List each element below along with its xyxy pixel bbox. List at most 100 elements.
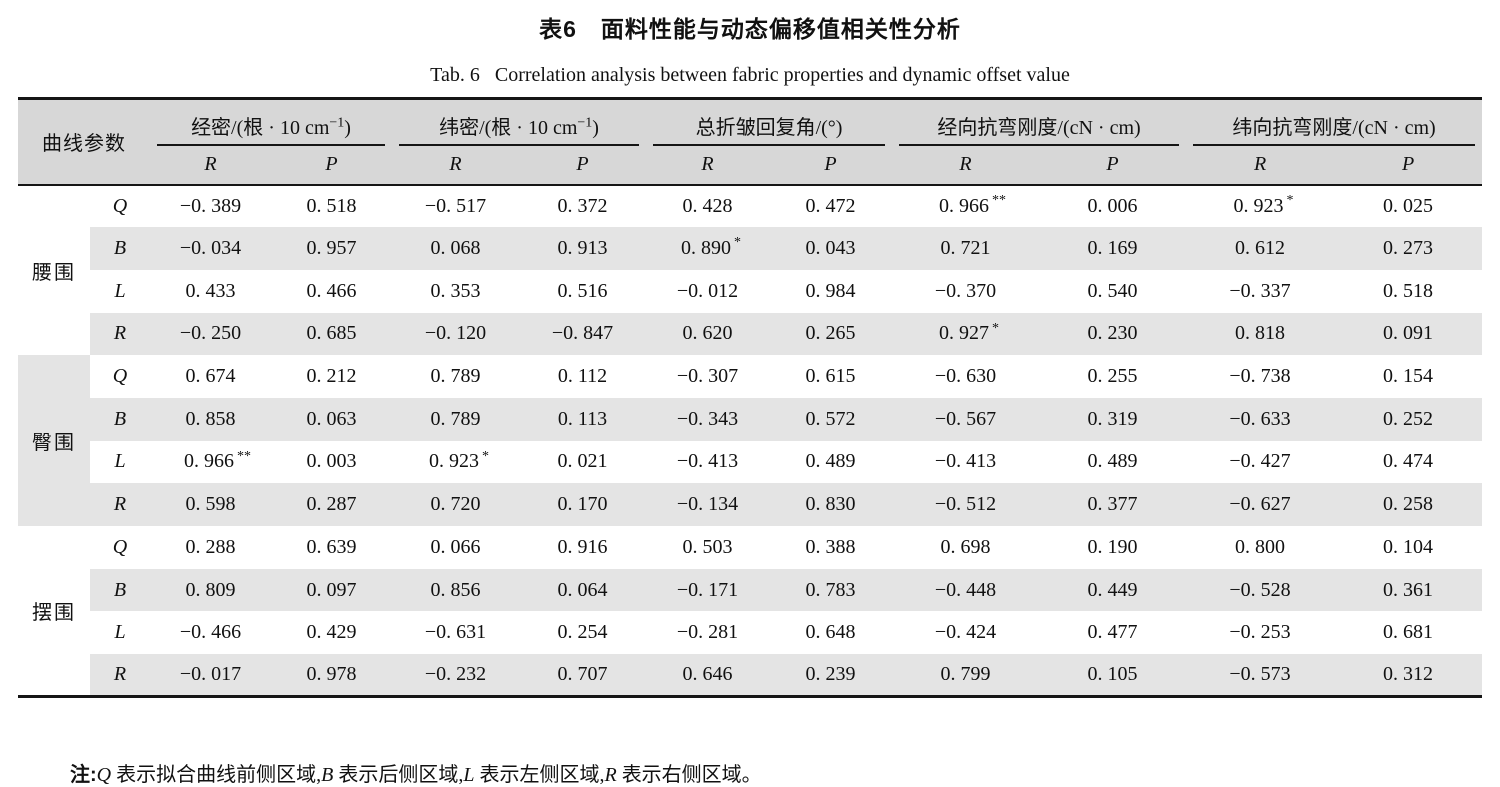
value-cell: 0. 913 xyxy=(519,227,647,270)
column-group-label: 纬向抗弯刚度/(cN · cm) xyxy=(1193,103,1476,146)
row-param-label: L xyxy=(90,269,150,313)
value-cell: 0. 789 xyxy=(392,397,520,441)
value-cell: 0. 063 xyxy=(271,397,393,441)
column-subheader-r: R xyxy=(1186,145,1335,186)
value-cell: 0. 830 xyxy=(769,483,893,526)
value-cell: 0. 066 xyxy=(392,526,520,569)
value-cell: 0. 518 xyxy=(1334,269,1483,313)
value-cell: 0. 927 * xyxy=(892,312,1040,356)
value-cell: −0. 232 xyxy=(392,654,520,697)
table-row: B −0. 034 0. 957 0. 068 0. 913 0. 890 * 0. 043 0… xyxy=(18,227,1483,270)
table-row: L −0. 466 0. 429 −0. 631 0. 254 −0. 281 0. 648… xyxy=(18,611,1483,655)
value-cell: −0. 034 xyxy=(150,227,271,270)
value-cell: 0. 646 xyxy=(646,654,770,697)
value-cell: 0. 239 xyxy=(769,654,893,697)
value-cell: 0. 615 xyxy=(769,355,893,398)
row-param-label: B xyxy=(90,227,150,270)
column-header-curve-parameter: 曲线参数 xyxy=(18,98,150,186)
value-cell: 0. 252 xyxy=(1334,397,1483,441)
column-group-header: 纬密/(根 · 10 cm−1) xyxy=(392,98,647,146)
value-cell: 0. 064 xyxy=(519,568,647,612)
value-cell: 0. 477 xyxy=(1039,611,1187,655)
note-segment: L xyxy=(463,764,475,786)
row-group-label: 臀围 xyxy=(18,355,90,526)
row-param-label: Q xyxy=(90,526,150,569)
table-row: R −0. 250 0. 685 −0. 120 −0. 847 0. 620 0. 265… xyxy=(18,312,1483,356)
value-cell: 0. 856 xyxy=(392,568,520,612)
value-cell: −0. 627 xyxy=(1186,483,1335,526)
value-cell: −0. 633 xyxy=(1186,397,1335,441)
value-cell: 0. 273 xyxy=(1334,227,1483,270)
value-cell: −0. 847 xyxy=(519,312,647,356)
note-segment: B xyxy=(321,764,334,786)
table-title-english: Tab. 6 Correlation analysis between fabr… xyxy=(430,64,1070,86)
value-cell: 0. 433 xyxy=(150,269,271,313)
value-cell: 0. 858 xyxy=(150,397,271,441)
value-cell: 0. 003 xyxy=(271,440,393,484)
value-cell: 0. 105 xyxy=(1039,654,1187,697)
value-cell: −0. 120 xyxy=(392,312,520,356)
value-cell: 0. 978 xyxy=(271,654,393,697)
value-cell: 0. 674 xyxy=(150,355,271,398)
value-cell: 0. 043 xyxy=(769,227,893,270)
row-group-label: 腰围 xyxy=(18,184,90,356)
value-cell: 0. 503 xyxy=(646,526,770,569)
row-param-label: R xyxy=(90,654,150,697)
value-cell: 0. 516 xyxy=(519,269,647,313)
column-group-header: 纬向抗弯刚度/(cN · cm) xyxy=(1186,98,1483,146)
column-subheader-r: R xyxy=(150,145,271,186)
value-cell: −0. 250 xyxy=(150,312,271,356)
value-cell: 0. 388 xyxy=(769,526,893,569)
value-cell: 0. 612 xyxy=(1186,227,1335,270)
value-cell: −0. 370 xyxy=(892,269,1040,313)
value-cell: −0. 389 xyxy=(150,184,271,228)
value-cell: −0. 573 xyxy=(1186,654,1335,697)
value-cell: −0. 171 xyxy=(646,568,770,612)
row-param-label: L xyxy=(90,440,150,484)
row-param-label: B xyxy=(90,568,150,612)
column-subheader-p: P xyxy=(519,145,647,186)
value-cell: 0. 287 xyxy=(271,483,393,526)
value-cell: −0. 567 xyxy=(892,397,1040,441)
value-cell: 0. 449 xyxy=(1039,568,1187,612)
value-cell: 0. 809 xyxy=(150,568,271,612)
row-param-label: Q xyxy=(90,355,150,398)
table-row: 臀围 Q 0. 674 0. 212 0. 789 0. 112 −0. 307 0. 615… xyxy=(18,355,1483,526)
column-subheader-p: P xyxy=(769,145,893,186)
value-cell: −0. 281 xyxy=(646,611,770,655)
column-subheader-p: P xyxy=(1334,145,1483,186)
value-cell: −0. 012 xyxy=(646,269,770,313)
column-group-label: 经向抗弯刚度/(cN · cm) xyxy=(899,103,1180,146)
column-subheader-r: R xyxy=(392,145,520,186)
value-cell: 0. 319 xyxy=(1039,397,1187,441)
value-cell: −0. 424 xyxy=(892,611,1040,655)
note-segment: 表示拟合曲线前侧区域, xyxy=(111,764,322,786)
value-cell: 0. 923 * xyxy=(392,440,520,484)
note-segment: 表示右侧区域。 xyxy=(616,764,762,786)
value-cell: −0. 307 xyxy=(646,355,770,398)
note-segment: R xyxy=(604,764,617,786)
value-cell: 0. 957 xyxy=(271,227,393,270)
value-cell: 0. 783 xyxy=(769,568,893,612)
column-subheader-r: R xyxy=(646,145,770,186)
value-cell: 0. 923 * xyxy=(1186,184,1335,228)
value-cell: 0. 190 xyxy=(1039,526,1187,569)
column-group-header: 总折皱回复角/(°) xyxy=(646,98,893,146)
value-cell: 0. 258 xyxy=(1334,483,1483,526)
value-cell: 0. 799 xyxy=(892,654,1040,697)
row-param-label: Q xyxy=(90,184,150,228)
value-cell: 0. 720 xyxy=(392,483,520,526)
value-cell: −0. 448 xyxy=(892,568,1040,612)
value-cell: −0. 630 xyxy=(892,355,1040,398)
value-cell: 0. 966 ** xyxy=(892,184,1040,228)
value-cell: 0. 025 xyxy=(1334,184,1483,228)
value-cell: 0. 489 xyxy=(1039,440,1187,484)
table-row: B 0. 858 0. 063 0. 789 0. 113 −0. 343 0. 572 −0… xyxy=(18,397,1483,441)
value-cell: 0. 154 xyxy=(1334,355,1483,398)
value-cell: 0. 068 xyxy=(392,227,520,270)
value-cell: 0. 466 xyxy=(271,269,393,313)
value-cell: 0. 428 xyxy=(646,184,770,228)
table-title-chinese: 表6 面料性能与动态偏移值相关性分析 xyxy=(539,16,961,42)
value-cell: 0. 169 xyxy=(1039,227,1187,270)
paper-page: 表6 面料性能与动态偏移值相关性分析 Tab. 6 Correlation an… xyxy=(18,16,1483,786)
